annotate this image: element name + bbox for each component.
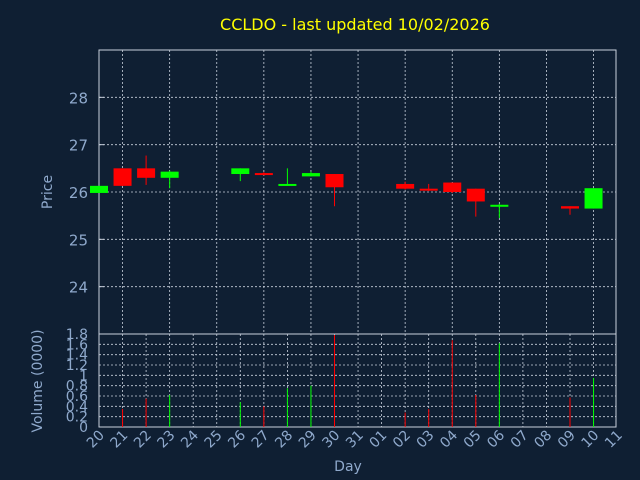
volume-grid: [99, 334, 616, 427]
candle-body: [584, 188, 603, 209]
price-grid: [99, 50, 616, 334]
candle-body: [278, 183, 297, 186]
volume-y-tick-label: 1.8: [66, 327, 88, 343]
x-tick-label: 02: [390, 428, 414, 452]
price-y-tick-label: 28: [69, 89, 88, 107]
candle: [137, 155, 156, 185]
volume-y-tick-label: 1.2: [66, 358, 88, 374]
candle-body: [419, 188, 438, 191]
candle: [90, 185, 108, 193]
volume-y-tick-label: 0: [79, 420, 88, 436]
candle-body: [137, 168, 156, 178]
x-tick-label: 27: [249, 428, 273, 452]
candle: [490, 203, 509, 219]
x-tick-label: 21: [107, 428, 131, 452]
volume-bars: [122, 335, 595, 427]
x-tick-label: 03: [414, 428, 438, 452]
candle: [584, 188, 603, 209]
volume-y-tick-label: 0.6: [66, 389, 88, 405]
candle: [419, 183, 438, 192]
candle: [231, 168, 250, 182]
candle: [561, 206, 579, 215]
x-tick-label: 24: [178, 427, 202, 451]
candle: [254, 172, 273, 176]
volume-y-tick-label: 1.6: [66, 337, 88, 353]
x-tick-label: 28: [272, 428, 296, 452]
volume-y-tick-labels: 00.20.40.60.811.21.41.61.8: [66, 327, 88, 436]
x-tick-label: 09: [555, 428, 579, 452]
candle: [466, 188, 485, 217]
price-y-tick-label: 27: [69, 137, 88, 155]
x-tick-label: 05: [461, 428, 485, 452]
candle-body: [443, 182, 462, 192]
candle: [396, 181, 415, 190]
x-tick-label: 30: [319, 428, 343, 452]
volume-y-tick-label: 0.8: [66, 379, 88, 395]
x-tick-label: 31: [343, 428, 367, 452]
candle-body: [254, 173, 273, 176]
x-tick-label: 10: [578, 428, 602, 452]
candle: [325, 174, 344, 207]
price-axis-label: Price: [40, 175, 56, 209]
x-axis-label: Day: [334, 459, 362, 475]
candle-body: [490, 204, 509, 207]
x-tick-label: 23: [155, 428, 179, 452]
x-tick-label: 07: [508, 428, 532, 452]
candle: [301, 171, 320, 177]
price-y-tick-label: 24: [69, 279, 88, 297]
candles: [90, 155, 603, 219]
x-tick-labels: 20 21 22 23 24 25 26 27 28 29 30 31 01 02 03 04 05 06 07 08…: [84, 427, 626, 451]
candle: [278, 168, 297, 186]
volume-y-tick-label: 1: [79, 368, 88, 384]
candle-body: [325, 174, 344, 188]
x-tick-label: 22: [131, 428, 155, 452]
volume-y-tick-label: 0.2: [66, 410, 88, 426]
candle-body: [90, 185, 108, 193]
volume-y-tick-label: 1.4: [66, 348, 88, 364]
candle-body: [301, 173, 320, 177]
x-tick-label: 11: [602, 428, 626, 452]
x-tick-label: 04: [437, 427, 461, 451]
chart-title: CCLDO - last updated 10/02/2026: [220, 15, 490, 34]
volume-y-tick-label: 0.4: [66, 399, 88, 415]
price-y-tick-labels: 24 25 26 27 28: [69, 89, 88, 296]
candle-body: [396, 183, 415, 189]
x-tick-label: 25: [202, 428, 226, 452]
volume-panel: 00.20.40.60.811.21.41.61.8 Volume (0000): [30, 327, 617, 436]
candle-body: [466, 188, 485, 202]
candle-body: [160, 171, 179, 178]
x-tick-label: 06: [484, 427, 508, 451]
price-y-tick-label: 25: [69, 231, 88, 249]
x-tick-label: 01: [367, 428, 391, 452]
volume-plot-frame: [98, 333, 617, 428]
x-tick-label: 08: [531, 428, 555, 452]
candle: [443, 182, 462, 193]
candle-body: [561, 206, 579, 209]
candle: [160, 170, 179, 189]
candle-body: [113, 168, 132, 186]
candle-body: [231, 168, 250, 175]
price-y-tick-label: 26: [69, 184, 88, 202]
volume-axis-label: Volume (0000): [30, 329, 46, 432]
x-tick-label: 26: [225, 427, 249, 451]
price-panel: 24 25 26 27 28 Price: [40, 49, 617, 335]
candle: [113, 168, 132, 186]
x-tick-label: 29: [296, 428, 320, 452]
